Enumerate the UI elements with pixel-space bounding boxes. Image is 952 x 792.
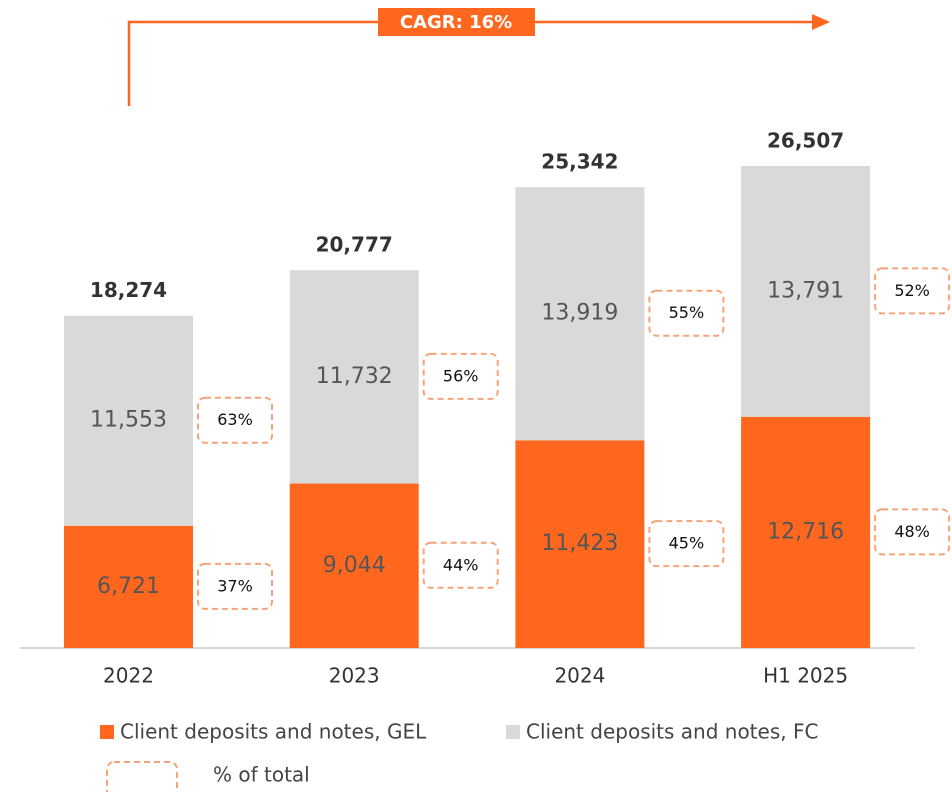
segment-label: 9,044: [323, 553, 386, 578]
legend-swatch: [100, 725, 114, 739]
bar-segment: [289, 483, 419, 648]
segment-label: 11,553: [90, 408, 167, 433]
segment-label: 12,716: [767, 519, 844, 544]
cagr-label: CAGR: 16%: [400, 12, 512, 33]
share-box: [422, 541, 499, 589]
bar-segment: [515, 187, 645, 441]
share-box: [422, 352, 499, 400]
legend-swatch: [506, 725, 520, 739]
share-label: 55%: [669, 303, 705, 322]
share-box: [874, 267, 951, 315]
bar-segment: [741, 166, 871, 417]
bar-segment: [64, 525, 193, 648]
share-label: 45%: [669, 534, 705, 553]
share-label: 63%: [217, 410, 253, 429]
segment-label: 13,791: [767, 278, 844, 303]
share-box: [648, 520, 725, 568]
x-tick-label: 2023: [329, 664, 380, 688]
cagr-arrow: [127, 20, 815, 106]
share-label: 48%: [894, 522, 930, 541]
bar-segment: [741, 416, 871, 648]
bar-segment: [515, 440, 645, 648]
share-box: [197, 396, 273, 444]
share-box: [874, 508, 951, 556]
x-tick-label: 2024: [554, 664, 605, 688]
cagr-arrowhead: [812, 14, 830, 30]
total-label: 25,342: [541, 150, 618, 174]
total-label: 20,777: [316, 233, 393, 257]
legend-label: Client deposits and notes, GEL: [120, 720, 427, 744]
share-label: 52%: [894, 281, 930, 300]
share-legend-box: [106, 761, 178, 792]
share-legend-label: % of total: [213, 763, 310, 787]
legend-label: Client deposits and notes, FC: [526, 720, 818, 744]
total-label: 26,507: [767, 129, 844, 153]
segment-label: 11,732: [316, 364, 393, 389]
share-label: 56%: [443, 366, 479, 385]
segment-label: 11,423: [541, 531, 618, 556]
share-box: [197, 562, 273, 610]
bar-segment: [64, 315, 193, 526]
segment-label: 6,721: [97, 574, 160, 599]
share-label: 44%: [443, 555, 479, 574]
x-tick-label: H1 2025: [763, 664, 848, 688]
share-label: 37%: [217, 576, 253, 595]
total-label: 18,274: [90, 278, 167, 302]
bar-segment: [289, 270, 419, 484]
x-tick-label: 2022: [103, 664, 154, 688]
segment-label: 13,919: [541, 301, 618, 326]
share-box: [648, 289, 725, 337]
cagr-box: [378, 8, 535, 36]
